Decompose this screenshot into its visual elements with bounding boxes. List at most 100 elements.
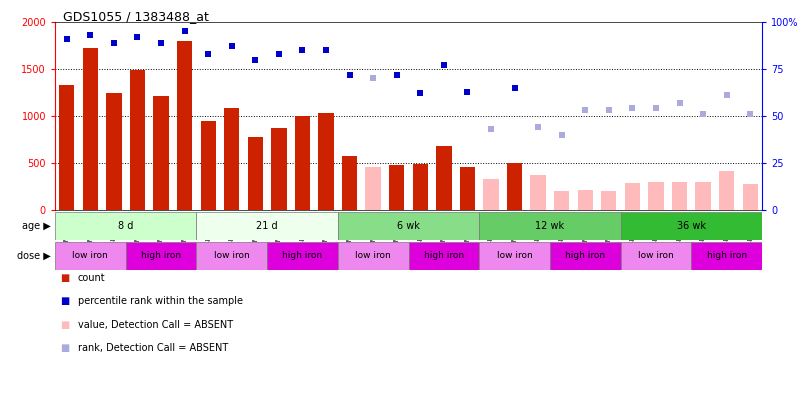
Bar	[480, 212, 621, 240]
Point	[178, 28, 191, 35]
Bar	[295, 116, 310, 210]
Point	[721, 92, 733, 98]
Bar	[436, 146, 451, 210]
Point	[673, 100, 686, 106]
Point	[650, 105, 663, 112]
Text: value, Detection Call = ABSENT: value, Detection Call = ABSENT	[77, 320, 233, 330]
Point	[626, 105, 639, 112]
Bar	[692, 242, 762, 270]
Bar	[267, 242, 338, 270]
Text: ■: ■	[60, 296, 69, 307]
Point	[744, 111, 757, 117]
Bar	[459, 167, 475, 210]
Bar	[550, 242, 621, 270]
Text: ■: ■	[60, 320, 69, 330]
Bar	[409, 242, 480, 270]
Text: 6 wk: 6 wk	[397, 221, 420, 231]
Bar	[530, 175, 546, 210]
Point	[484, 126, 497, 132]
Text: low iron: low iron	[638, 252, 674, 260]
Bar	[484, 179, 499, 210]
Bar	[365, 167, 380, 210]
Bar	[621, 242, 692, 270]
Bar	[272, 128, 287, 210]
Text: 36 wk: 36 wk	[677, 221, 706, 231]
Text: high iron: high iron	[565, 252, 605, 260]
Point	[579, 107, 592, 113]
Bar	[625, 183, 640, 210]
Bar	[389, 165, 405, 210]
Bar	[719, 171, 734, 210]
Bar	[578, 190, 593, 210]
Bar	[672, 182, 688, 210]
Text: dose ▶: dose ▶	[17, 251, 51, 261]
Text: low iron: low iron	[214, 252, 250, 260]
Point	[508, 85, 521, 91]
Bar	[554, 191, 569, 210]
Point	[390, 71, 403, 78]
Text: ■: ■	[60, 343, 69, 354]
Point	[367, 75, 380, 82]
Bar	[55, 242, 126, 270]
Bar	[126, 242, 197, 270]
Point	[296, 47, 309, 53]
Text: high iron: high iron	[141, 252, 181, 260]
Bar	[224, 108, 239, 210]
Point	[84, 32, 97, 38]
Bar	[55, 212, 197, 240]
Point	[226, 43, 239, 50]
Bar	[106, 94, 122, 210]
Bar	[177, 41, 193, 210]
Bar	[507, 163, 522, 210]
Point	[602, 107, 615, 113]
Bar	[197, 212, 338, 240]
Point	[202, 51, 214, 57]
Bar	[742, 184, 758, 210]
Bar	[480, 242, 550, 270]
Bar	[601, 191, 617, 210]
Point	[319, 47, 332, 53]
Text: percentile rank within the sample: percentile rank within the sample	[77, 296, 243, 307]
Point	[343, 71, 356, 78]
Bar	[247, 136, 263, 210]
Bar	[648, 182, 663, 210]
Text: 12 wk: 12 wk	[535, 221, 564, 231]
Text: age ▶: age ▶	[23, 221, 51, 231]
Bar	[83, 48, 98, 210]
Text: high iron: high iron	[282, 252, 322, 260]
Text: high iron: high iron	[424, 252, 464, 260]
Point	[413, 90, 426, 97]
Text: low iron: low iron	[73, 252, 108, 260]
Text: GDS1055 / 1383488_at: GDS1055 / 1383488_at	[63, 10, 209, 23]
Point	[272, 51, 285, 57]
Text: high iron: high iron	[707, 252, 746, 260]
Bar	[413, 164, 428, 210]
Bar	[621, 212, 762, 240]
Bar	[59, 85, 74, 210]
Text: low iron: low iron	[496, 252, 533, 260]
Text: ■: ■	[60, 273, 69, 283]
Bar	[338, 212, 480, 240]
Bar	[342, 156, 357, 210]
Bar	[696, 182, 711, 210]
Point	[155, 39, 168, 46]
Point	[696, 111, 709, 117]
Text: 8 d: 8 d	[118, 221, 133, 231]
Point	[461, 88, 474, 95]
Bar	[153, 96, 168, 210]
Text: count: count	[77, 273, 106, 283]
Point	[555, 132, 568, 138]
Text: rank, Detection Call = ABSENT: rank, Detection Call = ABSENT	[77, 343, 228, 354]
Bar	[197, 242, 267, 270]
Point	[438, 62, 451, 68]
Point	[60, 36, 73, 42]
Point	[107, 39, 120, 46]
Point	[249, 56, 262, 63]
Bar	[130, 70, 145, 210]
Text: low iron: low iron	[355, 252, 391, 260]
Text: 21 d: 21 d	[256, 221, 278, 231]
Bar	[338, 242, 409, 270]
Point	[131, 34, 144, 40]
Bar	[318, 113, 334, 210]
Point	[532, 124, 545, 130]
